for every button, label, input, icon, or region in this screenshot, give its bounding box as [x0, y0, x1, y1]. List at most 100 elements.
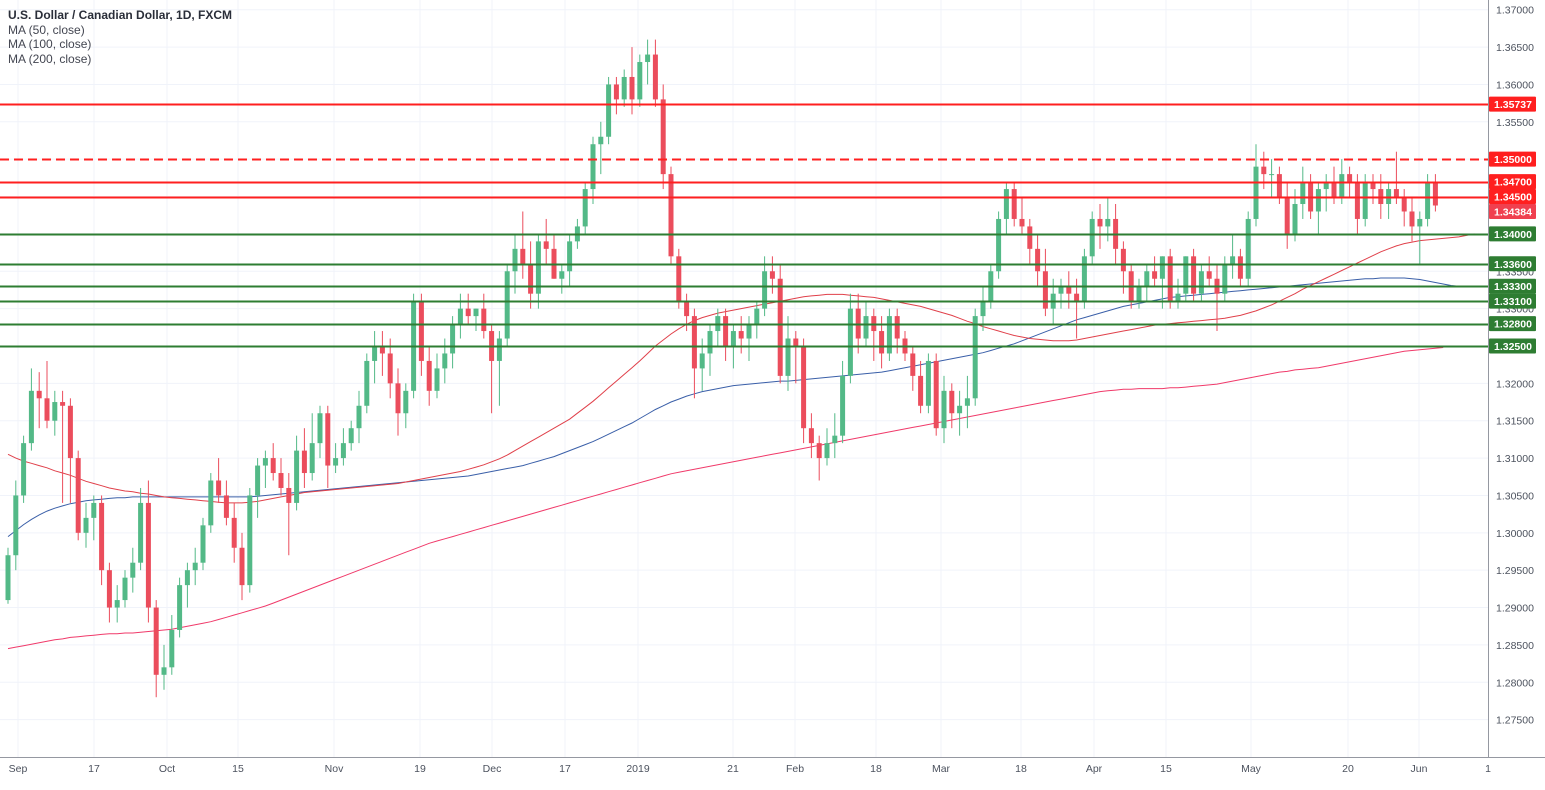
candle-body [925, 360, 931, 406]
candle-body [5, 555, 11, 601]
ma100-line [7, 277, 1475, 537]
candle [481, 293, 487, 339]
candle-body [1300, 181, 1306, 205]
candle-body [1191, 256, 1197, 294]
candle-body [426, 360, 432, 391]
price-label-layer: 1.35737 1.35000 1.34700 1.34500 1.34000 1.336… [1489, 96, 1536, 354]
candle-body [652, 54, 658, 100]
legend-ma100: MA (100, close) [8, 37, 92, 51]
candle [60, 390, 66, 503]
candle [996, 211, 1002, 279]
candle [122, 570, 128, 608]
candle-body [372, 345, 378, 361]
candle [1315, 181, 1321, 234]
candle-body [730, 331, 736, 346]
candle-body [13, 495, 19, 556]
candle [294, 435, 300, 511]
candle [36, 372, 42, 429]
candle [715, 308, 721, 346]
candle [1284, 181, 1290, 249]
candle [738, 316, 744, 354]
last-price-label-bg [1489, 204, 1536, 220]
candle [496, 331, 502, 406]
candle-body [941, 390, 947, 429]
candle-body [1136, 286, 1142, 302]
candle [528, 241, 534, 309]
candle-body [216, 480, 222, 496]
candle-body [317, 413, 323, 444]
candle [223, 480, 229, 526]
candle-body [44, 398, 50, 421]
candle [1269, 159, 1275, 197]
candle [1035, 233, 1041, 287]
last-price-label: 1.34384 [1494, 207, 1532, 219]
x-tick-label: 20 [1342, 763, 1354, 775]
candle-body [1074, 293, 1080, 302]
candle-body [403, 390, 409, 414]
candle [637, 54, 643, 107]
candle [964, 375, 970, 429]
y-tick-label: 1.31000 [1496, 453, 1534, 465]
candle-body [1362, 181, 1368, 219]
candle-body [36, 390, 42, 399]
candle-body [278, 473, 284, 488]
candle [192, 547, 198, 586]
legend-ma200: MA (200, close) [8, 51, 92, 66]
candle [746, 316, 752, 361]
y-tick-label: 1.36500 [1496, 42, 1534, 54]
candle [434, 353, 440, 399]
x-tick-label: Nov [325, 763, 344, 775]
candle [801, 338, 807, 444]
candle-body [130, 562, 136, 578]
candle [925, 353, 931, 414]
moving-average-layer [7, 233, 1475, 650]
level-layer [0, 103, 1488, 348]
candle-body [75, 458, 81, 533]
candle-body [1183, 256, 1189, 294]
candle-body [933, 360, 939, 429]
candle [886, 308, 892, 361]
candle-body [1323, 181, 1329, 190]
candle-body [192, 562, 198, 571]
candle-body [910, 353, 916, 376]
candle [769, 256, 775, 294]
candle-body [824, 443, 830, 459]
candle-body [67, 405, 73, 459]
candle-body [996, 218, 1002, 272]
grid-layer [0, 0, 1488, 757]
candle-body [356, 405, 362, 429]
candle [941, 375, 947, 444]
candle [356, 390, 362, 444]
candle [1370, 174, 1376, 205]
candle-body [598, 136, 604, 145]
candle [1175, 278, 1181, 309]
candle [972, 308, 978, 406]
candle-body [606, 84, 612, 137]
candle-body [1245, 218, 1251, 279]
candle [418, 293, 424, 376]
candle-body [1222, 263, 1228, 294]
candle-body [1237, 256, 1243, 279]
candle-body [1027, 226, 1033, 249]
candle [1237, 248, 1243, 287]
candle [1074, 278, 1080, 339]
candle-body [637, 62, 643, 100]
candle-layer [5, 39, 1438, 698]
candle-body [723, 316, 729, 346]
candle [1393, 151, 1399, 205]
candle [1097, 204, 1103, 249]
candle-body [528, 263, 534, 294]
candle-body [785, 338, 791, 376]
candle [91, 495, 97, 541]
candle [1058, 278, 1064, 309]
candle-body [964, 398, 970, 406]
candle [676, 248, 682, 309]
candle-body [1066, 286, 1072, 294]
candle-body [1089, 218, 1095, 257]
candle [333, 443, 339, 474]
candle-body [106, 570, 112, 608]
candle [1222, 256, 1228, 302]
candle [426, 345, 432, 406]
candle-body [894, 316, 900, 339]
